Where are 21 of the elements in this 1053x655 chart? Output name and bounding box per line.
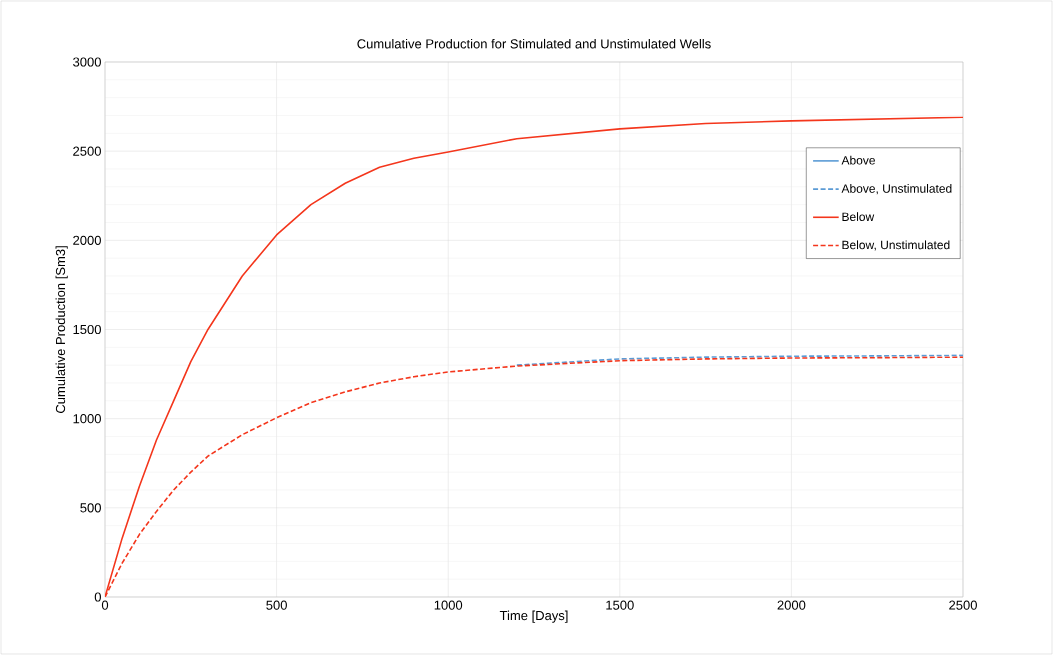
y-tick-label: 0 (94, 592, 101, 602)
y-tick-label: 1500 (73, 324, 101, 335)
x-axis-title: Time [Days] (499, 610, 568, 623)
x-tick-label: 2500 (949, 600, 977, 610)
x-tick-label: 500 (266, 600, 287, 610)
y-tick-label: 3000 (73, 57, 101, 67)
chart-title: Cumulative Production for Stimulated and Unstimulated Wells (357, 38, 711, 49)
x-tick-label: 2000 (777, 600, 806, 610)
x-tick-label: 1500 (606, 600, 634, 610)
line-series (516, 354, 963, 366)
y-tick-label: 2000 (73, 235, 101, 245)
x-tick-label: 1000 (434, 600, 463, 610)
y-tick-label: 500 (80, 503, 101, 513)
y-tick-label: 2500 (73, 146, 101, 156)
x-tick-label: 0 (101, 600, 109, 610)
y-axis-title: Cumulative Production [Sm3] (55, 246, 68, 413)
legend-label: Below, Unstimulated (842, 240, 950, 251)
legend-label: Below (842, 212, 875, 221)
legend-label: Above (841, 155, 875, 165)
y-tick-label: 1000 (73, 414, 101, 424)
legend-label: Above, Unstimulated (841, 183, 952, 195)
